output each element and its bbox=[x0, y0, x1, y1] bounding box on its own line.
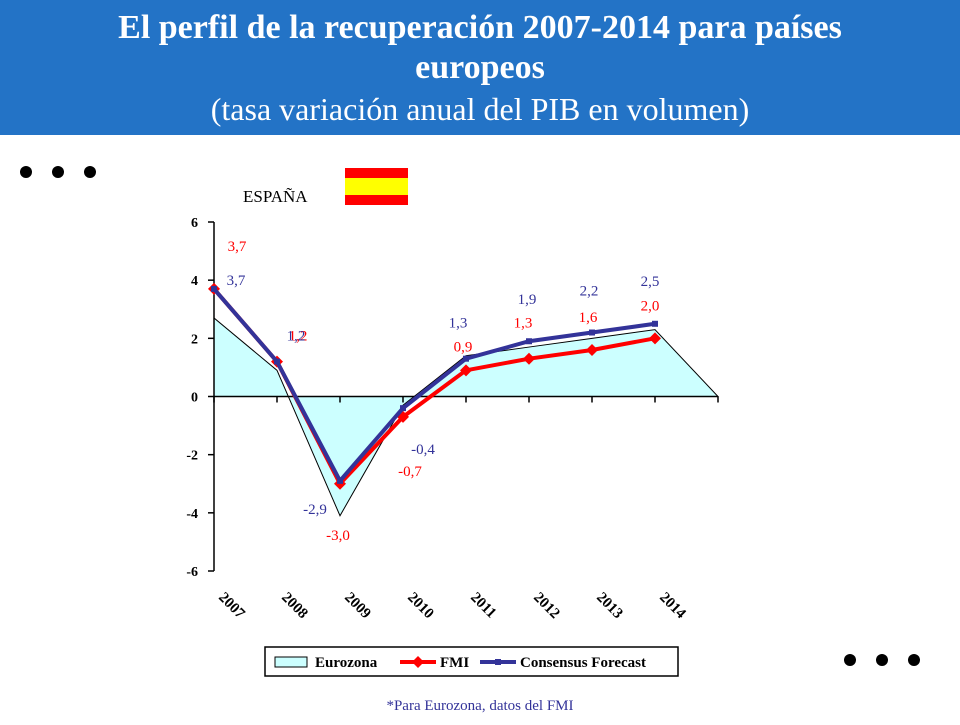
marker bbox=[337, 477, 343, 484]
x-tick-label: 2010 bbox=[404, 590, 437, 623]
legend-label: FMI bbox=[440, 655, 469, 671]
marker bbox=[589, 329, 595, 336]
data-label: 3,7 bbox=[228, 239, 247, 255]
data-label: 3,7 bbox=[227, 273, 246, 289]
legend-label: Consensus Forecast bbox=[520, 655, 646, 671]
data-label: 2,5 bbox=[641, 274, 660, 290]
x-tick-label: 2011 bbox=[467, 590, 499, 622]
x-tick-label: 2007 bbox=[215, 590, 248, 623]
footnote: *Para Eurozona, datos del FMI bbox=[386, 698, 573, 714]
y-tick-label: 2 bbox=[191, 332, 198, 347]
legend: Eurozona FMI Consensus Forecast bbox=[264, 646, 679, 677]
y-tick-label: 6 bbox=[191, 216, 198, 231]
title-line-2: europeos bbox=[415, 49, 545, 86]
marker bbox=[274, 358, 280, 365]
title-part: europeos bbox=[415, 49, 545, 86]
country-label: ESPAÑA bbox=[243, 187, 308, 206]
legend-marker bbox=[412, 656, 424, 668]
data-label: 1,6 bbox=[579, 310, 598, 326]
data-label: -2,9 bbox=[303, 502, 327, 518]
dots-top bbox=[20, 166, 96, 178]
marker bbox=[211, 285, 217, 292]
legend-swatch bbox=[274, 656, 308, 668]
marker bbox=[463, 355, 469, 362]
spain-flag bbox=[345, 168, 408, 205]
data-label: -0,7 bbox=[398, 464, 422, 480]
data-label: 1,2 bbox=[287, 329, 306, 345]
x-tick-label: 2008 bbox=[278, 590, 311, 623]
subtitle: (tasa variación anual del PIB en volumen… bbox=[211, 91, 749, 127]
marker bbox=[649, 332, 661, 345]
data-label: 1,2 bbox=[289, 329, 308, 345]
data-label: 2,0 bbox=[641, 298, 660, 314]
legend-label: Eurozona bbox=[315, 655, 378, 671]
x-tick-label: 2013 bbox=[593, 590, 626, 623]
plot: -6 -4 -2 0 2 4 6 2007 2008 2009 2010 2011 2012 2013 20… bbox=[186, 216, 720, 623]
marker bbox=[586, 343, 598, 356]
data-label: -3,0 bbox=[326, 528, 350, 544]
dots-bottom bbox=[844, 654, 920, 666]
legend-box bbox=[264, 646, 679, 677]
marker bbox=[652, 320, 658, 327]
data-label: 1,3 bbox=[449, 316, 468, 332]
data-label: 1,9 bbox=[518, 292, 537, 308]
x-tick-label: 2014 bbox=[656, 590, 689, 623]
title-part: El perfil de la recuperación 2007-2014 p… bbox=[118, 9, 842, 46]
legend-marker bbox=[495, 659, 501, 665]
line bbox=[212, 287, 656, 485]
title-line-1: El perfil de la recuperación 2007-2014 p… bbox=[118, 9, 842, 46]
header-band bbox=[0, 0, 960, 135]
data-label: -0,4 bbox=[411, 442, 435, 458]
data-label: 2,2 bbox=[580, 284, 599, 300]
marker bbox=[526, 338, 532, 345]
data-label: 0,9 bbox=[454, 339, 473, 355]
x-tick-label: 2012 bbox=[530, 590, 563, 623]
x-tick-label: 2009 bbox=[341, 590, 374, 623]
y-tick-label: -6 bbox=[186, 565, 198, 580]
y-tick-label: -4 bbox=[186, 507, 198, 522]
y-tick-label: 0 bbox=[191, 391, 198, 406]
marker bbox=[460, 364, 472, 377]
marker bbox=[400, 405, 406, 412]
y-tick-label: -2 bbox=[186, 449, 198, 464]
data-label: 1,3 bbox=[514, 316, 533, 332]
marker bbox=[523, 352, 535, 365]
y-tick-label: 4 bbox=[191, 274, 198, 289]
